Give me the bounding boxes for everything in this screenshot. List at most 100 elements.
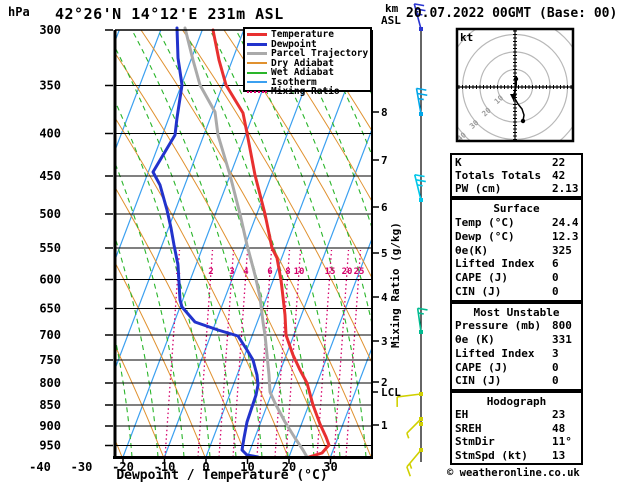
stat-value: 23 bbox=[552, 408, 566, 421]
stat-row-e-k: θe(K) 325 bbox=[452, 245, 581, 256]
km-tick-label: 6 bbox=[381, 201, 388, 214]
stat-label: CAPE (J) bbox=[455, 360, 508, 374]
stat-label: PW (cm) bbox=[455, 182, 502, 195]
stat-row-lifted-index: Lifted Index 3 bbox=[452, 348, 581, 359]
legend-swatch-mixing-ratio bbox=[247, 90, 267, 93]
km-tick-label: 4 bbox=[381, 291, 388, 304]
stat-label: θe (K) bbox=[455, 333, 495, 347]
stat-row-eh: EH 23 bbox=[452, 409, 581, 420]
km-tick-label: 8 bbox=[381, 106, 388, 119]
legend-swatch-dry-adiabat bbox=[247, 62, 267, 65]
stat-row-dewp-c: Dewp (°C) 12.3 bbox=[452, 231, 581, 242]
stat-row-totals-totals: Totals Totals 42 bbox=[452, 170, 581, 181]
legend-item-dewpoint: Dewpoint bbox=[247, 39, 368, 50]
stat-value: 0 bbox=[552, 271, 559, 285]
stat-label: Dewp (°C) bbox=[455, 229, 515, 243]
wind-barb bbox=[413, 173, 426, 202]
hodograph-ring-label: 40 bbox=[455, 130, 468, 143]
temperature-tick-label: 30 bbox=[323, 460, 337, 474]
stat-value: 325 bbox=[552, 243, 572, 257]
x-axis-caption: Dewpoint / Temperature (°C) bbox=[116, 468, 328, 483]
legend-label: Temperature bbox=[271, 29, 334, 40]
km-tick-label: 7 bbox=[381, 154, 388, 167]
wind-barb bbox=[406, 417, 423, 439]
stat-label: Totals Totals bbox=[455, 169, 542, 182]
legend-item-isotherm: Isotherm bbox=[247, 76, 368, 88]
station-title: 42°26'N 14°12'E 231m ASL bbox=[55, 5, 284, 23]
mixing-ratio-label: 2 bbox=[208, 267, 213, 277]
legend-swatch-parcel-trajectory bbox=[247, 52, 267, 56]
stat-value: 42 bbox=[552, 169, 566, 182]
pressure-tick-label: 500 bbox=[39, 207, 61, 221]
legend-label: Parcel Trajectory bbox=[271, 48, 369, 59]
legend-item-mixing-ratio: Mixing Ratio bbox=[247, 87, 368, 97]
pressure-tick-label: 900 bbox=[39, 419, 61, 433]
pressure-tick-label: 800 bbox=[39, 376, 61, 390]
mixing-ratio-label: 20 bbox=[342, 267, 353, 277]
legend-item-wet-adiabat: Wet Adiabat bbox=[247, 68, 368, 78]
mixing-ratio-axis-label: Mixing Ratio (g/kg) bbox=[389, 222, 402, 348]
stat-row-e-k: θe (K) 331 bbox=[452, 334, 581, 345]
mixing-ratio-label: 8 bbox=[285, 267, 290, 277]
temperature-tick-label: 0 bbox=[202, 460, 209, 474]
stat-value: 3 bbox=[552, 346, 559, 360]
legend-label: Wet Adiabat bbox=[271, 67, 334, 78]
pressure-axis: 300 350 400 450 500 550 600 650 700 750 800 850 900 9… bbox=[39, 23, 113, 453]
stats-panel-most-unstable: Most Unstable Pressure (mb) 800 θe (K) 331 Li… bbox=[450, 302, 583, 391]
mixing-ratio-label: 6 bbox=[267, 267, 272, 277]
km-tick-label: 2 bbox=[381, 376, 388, 389]
temperature-tick-label: -10 bbox=[154, 460, 176, 474]
pressure-tick-label: 750 bbox=[39, 353, 61, 367]
stat-label: CIN (J) bbox=[455, 285, 502, 299]
legend-label: Mixing Ratio bbox=[271, 86, 340, 97]
stat-label: θe(K) bbox=[455, 243, 489, 257]
panel-header-hodograph: Hodograph bbox=[486, 394, 547, 408]
stat-row-stmdir: StmDir 11° bbox=[452, 436, 581, 447]
km-axis-unit: km bbox=[385, 2, 399, 15]
stat-label: EH bbox=[455, 408, 469, 421]
stat-value: 13 bbox=[552, 448, 566, 462]
km-tick-label: 3 bbox=[381, 335, 388, 348]
stat-row-pw-cm: PW (cm) 2.13 bbox=[452, 183, 581, 194]
legend-swatch-isotherm bbox=[247, 81, 267, 84]
pressure-tick-label: 350 bbox=[39, 79, 61, 93]
stats-panel-surface: Surface Temp (°C) 24.4 Dewp (°C) 12.3 θe(K) 32… bbox=[450, 198, 583, 302]
background-grid bbox=[115, 30, 372, 457]
stat-value: 6 bbox=[552, 257, 559, 271]
hodograph-trace-lower bbox=[513, 96, 525, 122]
stat-row-k: K 22 bbox=[452, 157, 581, 168]
pressure-tick-label: 550 bbox=[39, 241, 61, 255]
stat-row-stmspd-kt: StmSpd (kt) 13 bbox=[452, 450, 581, 461]
datetime-label: 20.07.2022 00GMT (Base: 00) bbox=[406, 6, 618, 21]
stat-label: SREH bbox=[455, 421, 482, 435]
legend-item-parcel-trajectory: Parcel Trajectory bbox=[247, 49, 368, 59]
legend: Temperature Dewpoint Parcel Trajectory Dry … bbox=[243, 27, 372, 96]
temperature-tick-label: 20 bbox=[282, 460, 296, 474]
pressure-tick-label: 300 bbox=[39, 23, 61, 37]
hodograph-arrow bbox=[510, 94, 517, 101]
stat-value: 800 bbox=[552, 319, 572, 333]
pressure-tick-label: 700 bbox=[39, 328, 61, 342]
lcl-label: LCL bbox=[381, 386, 401, 399]
stat-row-lifted-index: Lifted Index 6 bbox=[452, 258, 581, 269]
pressure-tick-label: 650 bbox=[39, 302, 61, 316]
stat-row-temp-c: Temp (°C) 24.4 bbox=[452, 217, 581, 228]
km-tick-label: 1 bbox=[381, 419, 388, 432]
parcel-curve bbox=[183, 26, 309, 459]
mixing-ratio-label: 15 bbox=[325, 267, 336, 277]
asl-axis-unit: ASL bbox=[381, 14, 401, 27]
stat-label: StmSpd (kt) bbox=[455, 448, 528, 462]
panel-header-surface: Surface bbox=[493, 201, 540, 215]
stat-label: StmDir bbox=[455, 435, 495, 448]
stat-label: CIN (J) bbox=[455, 374, 502, 388]
legend-swatch-temperature bbox=[247, 33, 267, 37]
wind-barb bbox=[396, 392, 423, 407]
temperature-tick-label: -20 bbox=[112, 460, 134, 474]
legend-label: Isotherm bbox=[271, 76, 317, 88]
stat-row-cape-j: CAPE (J) 0 bbox=[452, 272, 581, 283]
stat-label: K bbox=[455, 156, 462, 169]
stat-label: Lifted Index bbox=[455, 346, 535, 360]
mixing-ratio-label: 4 bbox=[243, 267, 249, 277]
stat-label: Pressure (mb) bbox=[455, 319, 542, 333]
